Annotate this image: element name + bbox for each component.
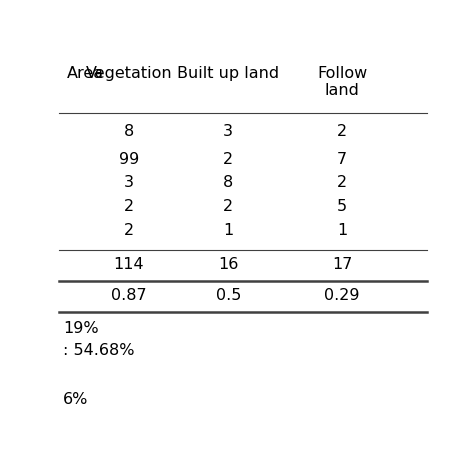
Text: 0.5: 0.5 [216, 289, 241, 303]
Text: 19%: 19% [63, 321, 99, 336]
Text: Area: Area [66, 66, 104, 81]
Text: 2: 2 [124, 223, 134, 238]
Text: 1: 1 [223, 223, 233, 238]
Text: 8: 8 [124, 124, 134, 139]
Text: 6%: 6% [63, 392, 88, 408]
Text: : 54.68%: : 54.68% [63, 343, 135, 358]
Text: Built up land: Built up land [177, 66, 279, 81]
Text: 1: 1 [337, 223, 347, 238]
Text: 5: 5 [337, 199, 347, 214]
Text: 2: 2 [337, 175, 347, 190]
Text: 114: 114 [114, 257, 145, 273]
Text: 2: 2 [124, 199, 134, 214]
Text: 99: 99 [119, 152, 139, 166]
Text: 3: 3 [124, 175, 134, 190]
Text: 0.29: 0.29 [324, 289, 360, 303]
Text: 3: 3 [223, 124, 233, 139]
Text: Follow
land: Follow land [317, 66, 367, 99]
Text: 2: 2 [223, 152, 233, 166]
Text: 7: 7 [337, 152, 347, 166]
Text: 0.87: 0.87 [111, 289, 147, 303]
Text: 8: 8 [223, 175, 233, 190]
Text: 16: 16 [218, 257, 238, 273]
Text: 2: 2 [337, 124, 347, 139]
Text: 2: 2 [223, 199, 233, 214]
Text: 17: 17 [332, 257, 352, 273]
Text: Vegetation: Vegetation [86, 66, 173, 81]
